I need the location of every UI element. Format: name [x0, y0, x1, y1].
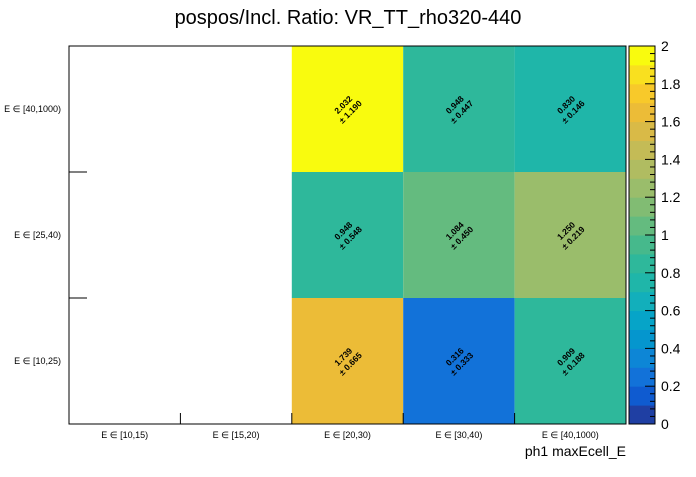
- colorbar-tick-label: 1.6: [661, 114, 681, 130]
- colorbar-segment: [629, 272, 655, 293]
- colorbar-segment: [629, 178, 655, 198]
- plot-border: [68, 45, 627, 425]
- colorbar-tick-label: 0.4: [661, 340, 681, 356]
- colorbar-segment: [629, 386, 655, 406]
- heatmap-cells: [291, 46, 626, 424]
- colorbar-tick-label: 0.8: [661, 265, 681, 281]
- colorbar-tick-label: 2: [661, 38, 669, 54]
- heatmap-cell: [403, 172, 515, 298]
- colorbar-tick-label: 1: [661, 227, 669, 243]
- heatmap-cell: [514, 46, 626, 172]
- colorbar-segment: [629, 367, 655, 387]
- colorbar-tick-label: 0: [661, 416, 669, 432]
- colorbar-segment: [629, 348, 655, 368]
- colorbar-segment: [629, 159, 655, 179]
- x-tick-label: E ∈ [15,20): [213, 430, 260, 440]
- heatmap-cell: [514, 298, 626, 424]
- colorbar-tick-label: 0.2: [661, 378, 681, 394]
- colorbar-segment: [629, 253, 655, 274]
- colorbar-segment: [629, 405, 655, 425]
- plot-frame: [68, 45, 627, 425]
- axis-ticks: E ∈ [10,15) E ∈ [15,20) E ∈ [20,30) E ∈ [30…: [4, 104, 599, 440]
- colorbar-segment: [629, 235, 655, 255]
- x-tick-label: E ∈ [10,15): [101, 430, 148, 440]
- x-tick-label: E ∈ [40,1000): [542, 430, 599, 440]
- colorbar-tick-label: 0.6: [661, 303, 681, 319]
- colorbar-tick-label: 1.8: [661, 76, 681, 92]
- y-tick-label: E ∈ [10,25): [14, 356, 61, 366]
- colorbar-segment: [629, 291, 655, 312]
- heatmap-cell: [403, 46, 515, 172]
- colorbar-segment: [629, 140, 655, 160]
- colorbar-segment: [629, 310, 655, 330]
- heatmap-cell: [403, 298, 515, 424]
- colorbar-segment: [629, 121, 655, 141]
- colorbar: 0 0.2 0.4 0.6 0.8 1 1.2 1.4 1.6 1.8 2: [628, 38, 681, 432]
- x-axis-label: ph1 maxEcell_E: [525, 443, 626, 459]
- heatmap-cell: [291, 172, 404, 298]
- chart-title: pospos/Incl. Ratio: VR_TT_rho320-440: [175, 7, 522, 29]
- colorbar-segment: [629, 102, 655, 123]
- y-tick-label: E ∈ [25,40): [14, 230, 61, 240]
- heatmap-cell: [291, 46, 404, 172]
- colorbar-tick-label: 1.2: [661, 189, 681, 205]
- colorbar-segment: [629, 64, 655, 85]
- colorbar-segment: [629, 83, 655, 104]
- colorbar-segment: [629, 329, 655, 349]
- y-tick-label: E ∈ [40,1000): [4, 104, 61, 114]
- colorbar-tick-label: 1.4: [661, 151, 681, 167]
- heatmap-cell: [291, 298, 404, 424]
- x-tick-label: E ∈ [20,30): [324, 430, 371, 440]
- heatmap-cell: [514, 172, 626, 298]
- colorbar-segment: [629, 46, 655, 66]
- x-tick-label: E ∈ [30,40): [435, 430, 482, 440]
- colorbar-segment: [629, 216, 655, 236]
- colorbar-segment: [629, 197, 655, 217]
